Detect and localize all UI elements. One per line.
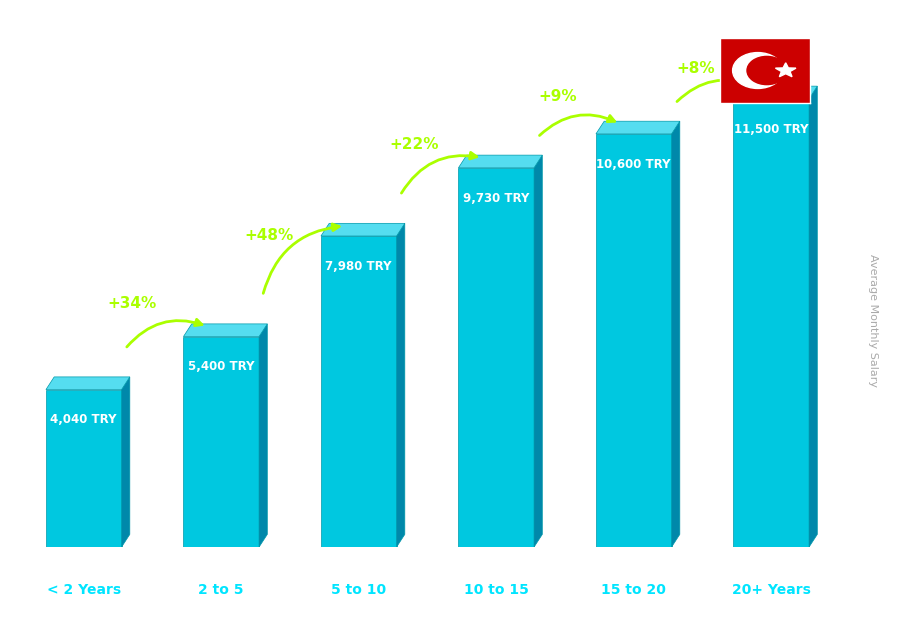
Text: 10 to 15: 10 to 15 (464, 583, 528, 597)
Text: +8%: +8% (676, 60, 715, 76)
Text: Master Programme Coordinator: Master Programme Coordinator (45, 93, 329, 111)
Text: +48%: +48% (245, 228, 294, 243)
Text: 5,400 TRY: 5,400 TRY (188, 360, 255, 374)
Text: salaryexplorer.com: salaryexplorer.com (383, 614, 517, 628)
Polygon shape (671, 121, 680, 547)
Text: 7,980 TRY: 7,980 TRY (326, 260, 392, 273)
Polygon shape (458, 168, 534, 547)
Text: 15 to 20: 15 to 20 (601, 583, 666, 597)
Polygon shape (534, 155, 543, 547)
Polygon shape (321, 223, 405, 236)
Text: Salary Comparison By Experience: Salary Comparison By Experience (45, 45, 571, 73)
Circle shape (733, 53, 783, 88)
Polygon shape (122, 377, 130, 547)
FancyArrowPatch shape (539, 115, 615, 135)
Text: < 2 Years: < 2 Years (47, 583, 121, 597)
Text: Average Monthly Salary: Average Monthly Salary (868, 254, 878, 387)
Polygon shape (596, 121, 680, 134)
Text: 5 to 10: 5 to 10 (331, 583, 386, 597)
Polygon shape (184, 337, 259, 547)
Polygon shape (259, 324, 267, 547)
Polygon shape (776, 63, 796, 77)
FancyArrowPatch shape (263, 224, 339, 294)
FancyArrowPatch shape (401, 153, 477, 193)
Polygon shape (596, 134, 671, 547)
Text: 11,500 TRY: 11,500 TRY (734, 122, 808, 136)
Polygon shape (458, 155, 543, 168)
Circle shape (747, 56, 787, 85)
FancyArrowPatch shape (677, 80, 752, 101)
Polygon shape (184, 324, 267, 337)
Text: +34%: +34% (107, 296, 157, 311)
Text: +22%: +22% (389, 137, 438, 153)
Text: 9,730 TRY: 9,730 TRY (464, 192, 529, 204)
Polygon shape (734, 99, 809, 547)
Polygon shape (734, 86, 817, 99)
Text: 20+ Years: 20+ Years (732, 583, 811, 597)
FancyArrowPatch shape (127, 319, 202, 347)
Polygon shape (321, 236, 397, 547)
Text: 4,040 TRY: 4,040 TRY (50, 413, 117, 426)
Text: 10,600 TRY: 10,600 TRY (597, 158, 671, 171)
Polygon shape (46, 390, 122, 547)
Polygon shape (809, 86, 817, 547)
Text: +9%: +9% (539, 89, 578, 104)
Text: 2 to 5: 2 to 5 (199, 583, 244, 597)
Polygon shape (397, 223, 405, 547)
Polygon shape (46, 377, 130, 390)
